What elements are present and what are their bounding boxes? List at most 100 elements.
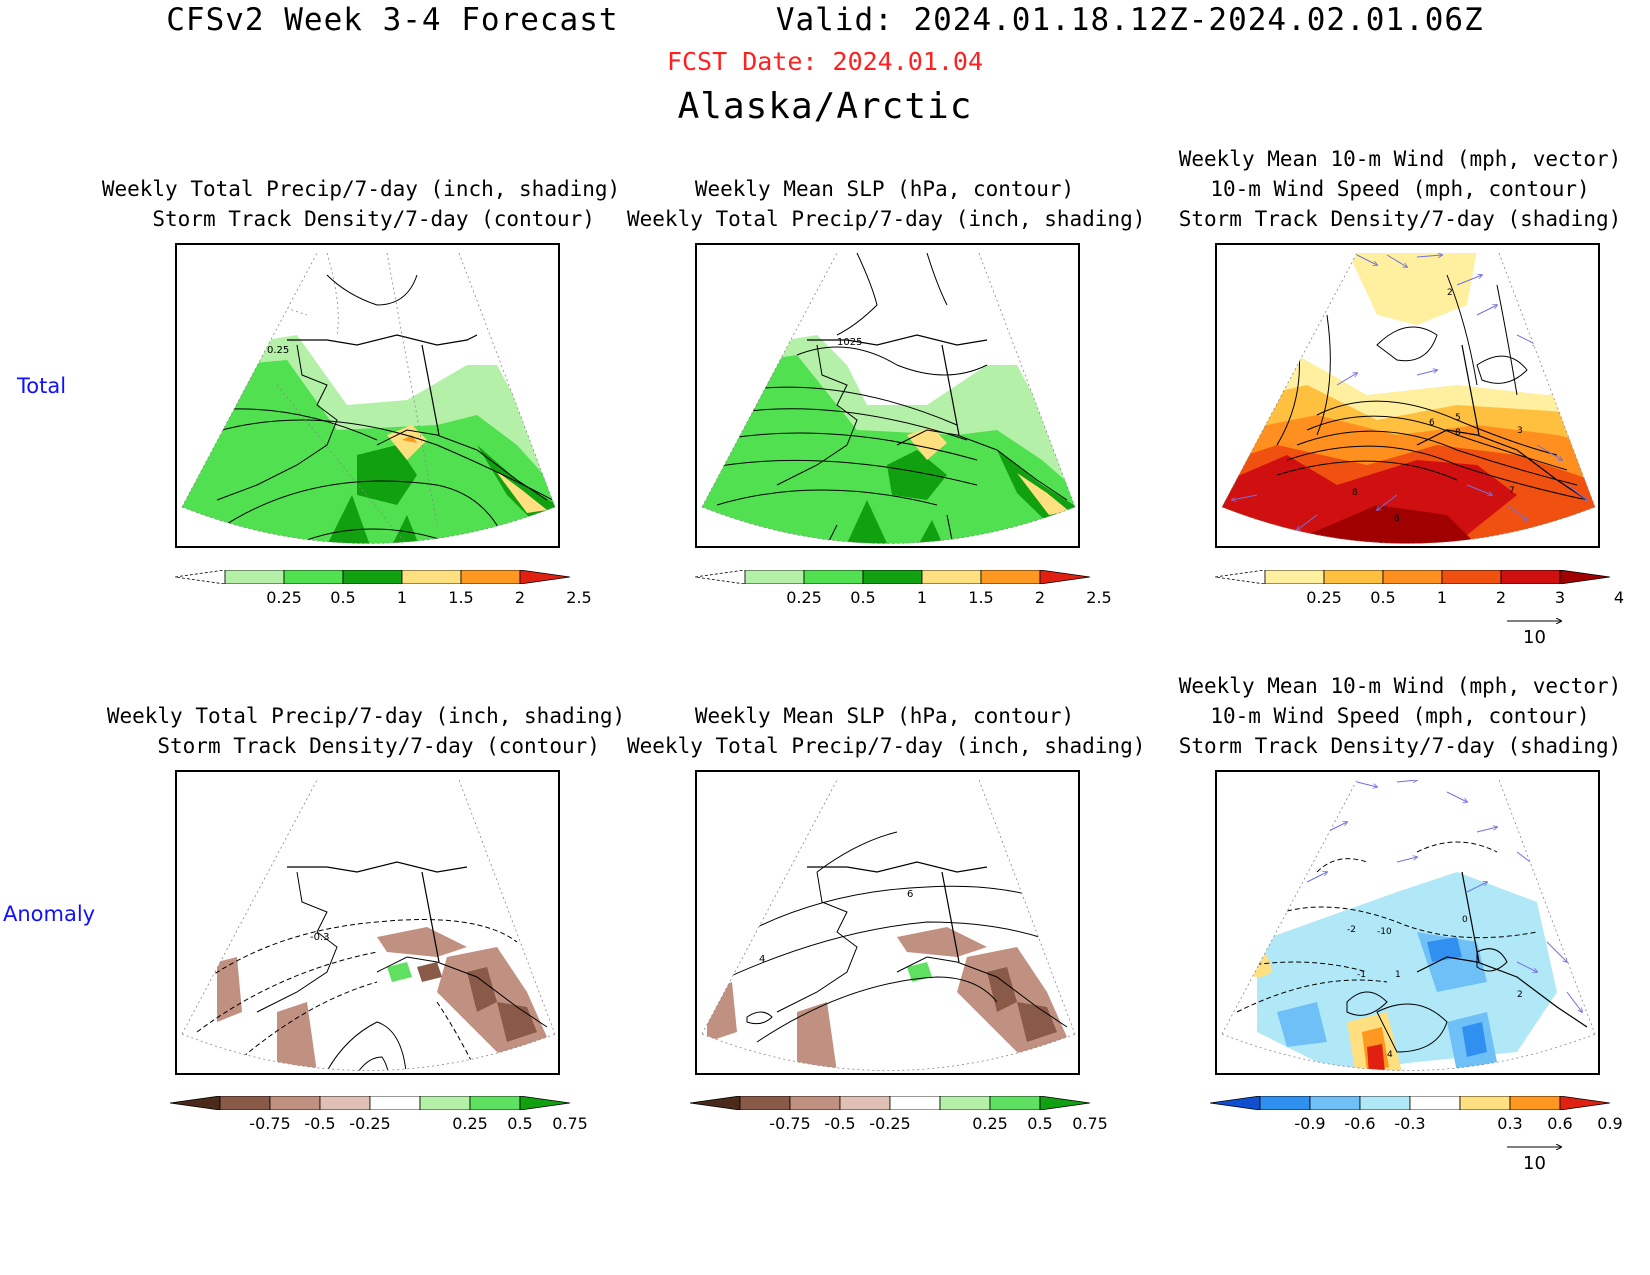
colorbar-tick-label: -0.5 bbox=[304, 1114, 336, 1133]
colorbar-box bbox=[369, 1096, 421, 1110]
colorbar-right-triangle bbox=[519, 570, 570, 584]
colorbar-tick-label: -0.3 bbox=[1394, 1114, 1426, 1133]
colorbar-tick-label: 2 bbox=[1495, 588, 1507, 607]
contour-label: 8 bbox=[1455, 428, 1461, 438]
colorbar-tick-label: 2 bbox=[514, 588, 526, 607]
colorbar-box bbox=[460, 570, 521, 584]
contour-label: -0.3 bbox=[310, 932, 330, 943]
colorbar-box bbox=[1264, 570, 1325, 584]
colorbar-tick-label: 0.25 bbox=[972, 1114, 1008, 1133]
colorbar-tick-label: 0.5 bbox=[850, 588, 876, 607]
panel-title-slp-anom: Weekly Mean SLP (hPa, contour) Weekly To… bbox=[627, 704, 1146, 758]
colorbar-tick-label: 0.25 bbox=[786, 588, 822, 607]
colorbar-precip-slp-total: 0.25 0.5 1 1.5 2 2.5 bbox=[695, 570, 1112, 610]
contour-label: 8 bbox=[1352, 488, 1358, 498]
contour-label: 6 bbox=[907, 889, 913, 900]
colorbar-tick-label: 0.75 bbox=[1072, 1114, 1108, 1133]
colorbar-box bbox=[1323, 570, 1384, 584]
colorbar-tick-label: 0.5 bbox=[1027, 1114, 1053, 1133]
map-wind-total: 2 6 5 8 3 8 7 8 bbox=[1215, 243, 1600, 548]
colorbar-box bbox=[1500, 570, 1561, 584]
colorbar-box bbox=[803, 570, 864, 584]
colorbar-box bbox=[1359, 1096, 1411, 1110]
colorbar-box bbox=[224, 570, 285, 584]
colorbar-box bbox=[342, 570, 403, 584]
colorbar-storm-total: 0.25 0.5 1 2 3 4 bbox=[1215, 570, 1624, 610]
colorbar-box bbox=[789, 1096, 841, 1110]
reference-vector-label: 10 bbox=[1523, 1153, 1546, 1174]
region-title: Alaska/Arctic bbox=[677, 86, 973, 127]
colorbar-box bbox=[839, 1096, 891, 1110]
panel-title-precip-anom: Weekly Total Precip/7-day (inch, shading… bbox=[106, 704, 626, 758]
contour-label: 3 bbox=[1517, 426, 1523, 436]
forecast-date: FCST Date: 2024.01.04 bbox=[666, 47, 984, 76]
map-slp-total: 1025 bbox=[695, 243, 1080, 548]
contour-label: 8 bbox=[1394, 514, 1400, 524]
colorbar-tick-label: 0.25 bbox=[266, 588, 302, 607]
colorbar-tick-label: 0.25 bbox=[1306, 588, 1342, 607]
reference-vector-total: 10 bbox=[1505, 614, 1565, 654]
colorbar-tick-label: 0.5 bbox=[1370, 588, 1396, 607]
colorbar-box bbox=[219, 1096, 271, 1110]
colorbar-tick-label: 0.6 bbox=[1547, 1114, 1573, 1133]
contour-label: 1025 bbox=[837, 337, 862, 348]
colorbar-left-triangle bbox=[175, 570, 226, 584]
colorbar-box bbox=[980, 570, 1041, 584]
colorbar-box bbox=[319, 1096, 371, 1110]
colorbar-box bbox=[1259, 1096, 1311, 1110]
panel-title-precip-total: Weekly Total Precip/7-day (inch, shading… bbox=[101, 177, 621, 231]
colorbar-right-triangle bbox=[1039, 570, 1090, 584]
colorbar-right-triangle bbox=[519, 1096, 570, 1110]
colorbar-tick-label: -0.25 bbox=[349, 1114, 391, 1133]
colorbar-tick-label: 1 bbox=[1436, 588, 1448, 607]
reference-vector-anom: 10 bbox=[1505, 1140, 1565, 1180]
colorbar-left-triangle bbox=[1215, 570, 1266, 584]
colorbar-tick-label: 0.3 bbox=[1497, 1114, 1523, 1133]
colorbar-precip-slp-anom: -0.75 -0.5 -0.25 0.25 0.5 0.75 bbox=[690, 1096, 1108, 1136]
row-label-anomaly: Anomaly bbox=[3, 902, 96, 926]
colorbar-tick-label: -0.75 bbox=[249, 1114, 291, 1133]
colorbar-box bbox=[1459, 1096, 1511, 1110]
colorbar-tick-label: 0.9 bbox=[1597, 1114, 1623, 1133]
colorbar-tick-label: 1.5 bbox=[448, 588, 474, 607]
colorbar-tick-label: 3 bbox=[1554, 588, 1566, 607]
colorbar-right-triangle bbox=[1559, 1096, 1610, 1110]
colorbar-storm-anom: -0.9 -0.6 -0.3 0.3 0.6 0.9 bbox=[1210, 1096, 1623, 1136]
contour-label: -1 bbox=[1357, 970, 1366, 980]
colorbar-box bbox=[419, 1096, 471, 1110]
colorbar-right-triangle bbox=[1039, 1096, 1090, 1110]
colorbar-tick-label: 0.25 bbox=[452, 1114, 488, 1133]
contour-label: 0.25 bbox=[267, 345, 289, 356]
map-precip-anom: -0.3 bbox=[175, 770, 560, 1075]
colorbar-tick-label: -0.6 bbox=[1344, 1114, 1376, 1133]
colorbar-box bbox=[862, 570, 923, 584]
map-wind-anom: -2 -1 -10 0 1 2 4 bbox=[1215, 770, 1600, 1075]
colorbar-box bbox=[939, 1096, 991, 1110]
colorbar-box bbox=[1509, 1096, 1561, 1110]
contour-label: 6 bbox=[1429, 418, 1435, 428]
colorbar-tick-label: 0.5 bbox=[330, 588, 356, 607]
colorbar-tick-label: 1 bbox=[396, 588, 408, 607]
colorbar-tick-label: -0.5 bbox=[824, 1114, 856, 1133]
row-label-total: Total bbox=[17, 374, 67, 398]
colorbar-tick-label: 4 bbox=[1613, 588, 1625, 607]
colorbar-tick-label: 2.5 bbox=[566, 588, 592, 607]
colorbar-left-triangle bbox=[170, 1096, 221, 1110]
colorbar-box bbox=[1409, 1096, 1461, 1110]
forecast-title: CFSv2 Week 3-4 Forecast Valid: 2024.01.1… bbox=[166, 2, 1484, 38]
colorbar-tick-label: 2 bbox=[1034, 588, 1046, 607]
contour-label: 2 bbox=[1447, 288, 1453, 298]
contour-label: -2 bbox=[1347, 925, 1356, 935]
panel-title-slp-total: Weekly Mean SLP (hPa, contour) Weekly To… bbox=[627, 177, 1146, 231]
colorbar-box bbox=[1382, 570, 1443, 584]
map-precip-total: 0.25 bbox=[175, 243, 560, 548]
reference-vector-label: 10 bbox=[1523, 627, 1546, 648]
contour-label: 4 bbox=[1387, 1050, 1393, 1060]
colorbar-tick-label: 1.5 bbox=[968, 588, 994, 607]
contour-label: -10 bbox=[1377, 927, 1392, 937]
colorbar-tick-label: -0.75 bbox=[769, 1114, 811, 1133]
colorbar-box bbox=[283, 570, 344, 584]
contour-label: 7 bbox=[1509, 486, 1515, 496]
contour-label: 0 bbox=[1462, 915, 1468, 925]
colorbar-box bbox=[269, 1096, 321, 1110]
